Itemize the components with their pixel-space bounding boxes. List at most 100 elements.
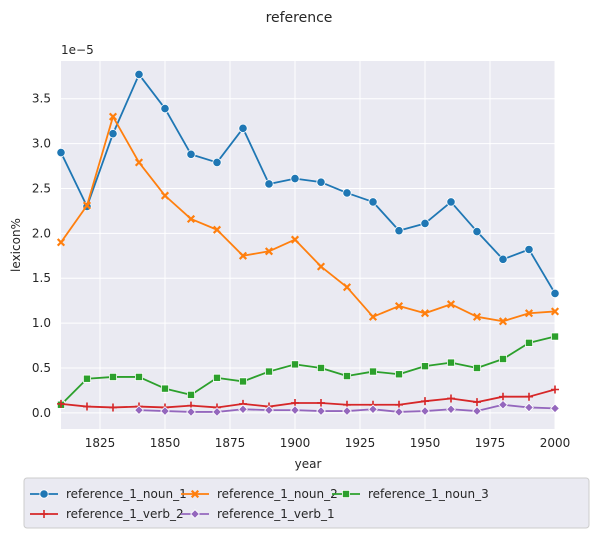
data-point (342, 372, 351, 381)
y-tick-label: 2.5 (32, 181, 51, 195)
data-point (238, 251, 248, 260)
data-point (472, 406, 482, 416)
legend-marker (341, 489, 350, 498)
data-point (420, 406, 430, 416)
data-point (498, 254, 508, 264)
x-tick-label: 1900 (280, 436, 311, 450)
legend-label: reference_1_noun_1 (66, 487, 187, 501)
data-point (551, 332, 560, 341)
legend-item: reference_1_verb_1 (181, 507, 335, 521)
data-point (134, 405, 144, 416)
data-point (82, 201, 92, 210)
x-tick-label: 1825 (85, 436, 116, 450)
data-point (290, 405, 300, 416)
data-point (446, 197, 456, 207)
data-point (420, 362, 429, 371)
legend-item: reference_1_noun_1 (30, 487, 187, 501)
series-layer (56, 69, 560, 417)
data-point (108, 112, 118, 121)
legend-label: reference_1_noun_3 (368, 487, 489, 501)
legend-item: reference_1_noun_3 (332, 487, 489, 501)
data-point (134, 372, 143, 381)
series-line (60, 388, 556, 409)
legend-marker (190, 509, 200, 519)
data-point (160, 384, 169, 393)
data-point (160, 103, 170, 114)
data-point (186, 407, 196, 417)
data-point (498, 399, 508, 410)
series-line (60, 335, 556, 406)
x-axis-ticks: 1825 1850 1875 1900 1925 1950 1975 2000 (85, 436, 571, 450)
data-point (394, 226, 404, 236)
y-tick-label: 2.0 (32, 226, 51, 240)
data-point (394, 301, 404, 311)
y-tick-label: 3.5 (32, 92, 51, 106)
data-point (524, 402, 534, 413)
data-point (290, 360, 299, 369)
data-point (420, 218, 430, 229)
data-point (524, 309, 534, 318)
series-reference_1_verb_1 (134, 399, 560, 417)
data-point (394, 407, 404, 417)
legend-item: reference_1_noun_2 (181, 487, 338, 501)
data-point (447, 394, 455, 403)
data-point (525, 338, 534, 347)
x-tick-label: 1850 (150, 436, 181, 450)
data-point (342, 406, 352, 416)
series-reference_1_verb_2 (57, 385, 559, 412)
legend-box (23, 477, 590, 529)
y-axis-label: lexicon% (9, 218, 23, 272)
data-point (446, 358, 455, 367)
data-point (186, 149, 196, 159)
data-point (498, 317, 508, 326)
data-point (134, 69, 144, 80)
y-tick-label: 1.0 (32, 316, 51, 330)
data-point (473, 398, 481, 407)
data-point (550, 288, 560, 299)
x-tick-label: 1975 (475, 436, 506, 450)
data-point (394, 370, 403, 379)
data-point (316, 363, 325, 372)
data-point (499, 392, 507, 401)
data-point (109, 403, 117, 412)
y-offset-label: 1e−5 (61, 43, 94, 57)
data-point (342, 188, 352, 198)
data-point (56, 238, 66, 247)
data-point (446, 300, 456, 309)
data-point (368, 197, 378, 207)
series-reference_1_noun_2 (56, 112, 560, 326)
data-point (212, 225, 222, 234)
legend-item: reference_1_verb_2 (30, 507, 184, 521)
legend-label: reference_1_verb_1 (217, 507, 335, 521)
data-point (524, 244, 534, 255)
data-point (83, 374, 92, 383)
data-point (238, 404, 248, 415)
data-point (472, 226, 482, 237)
data-point (498, 354, 507, 363)
data-point (56, 147, 66, 158)
y-tick-label: 0.5 (32, 361, 51, 375)
data-point (186, 390, 195, 399)
legend-label: reference_1_noun_2 (217, 487, 338, 501)
data-point (290, 235, 300, 244)
y-tick-label: 3.0 (32, 137, 51, 151)
data-point (550, 307, 560, 316)
x-axis-label: year (295, 457, 322, 471)
data-point (109, 372, 118, 381)
data-point (472, 312, 482, 321)
data-point (238, 123, 248, 133)
data-point (368, 312, 378, 321)
data-point (264, 405, 274, 416)
x-tick-label: 1925 (345, 436, 376, 450)
data-point (421, 397, 429, 406)
data-point (186, 214, 196, 224)
data-point (57, 399, 65, 408)
y-axis-ticks: 0.0 0.5 1.0 1.5 2.0 2.5 3.0 3.5 (32, 92, 51, 420)
legend-label: reference_1_verb_2 (66, 507, 184, 521)
legend-marker (40, 510, 48, 518)
data-point (290, 173, 300, 184)
data-point (368, 367, 377, 376)
data-point (212, 373, 221, 382)
data-point (160, 191, 170, 200)
data-point (316, 406, 326, 416)
